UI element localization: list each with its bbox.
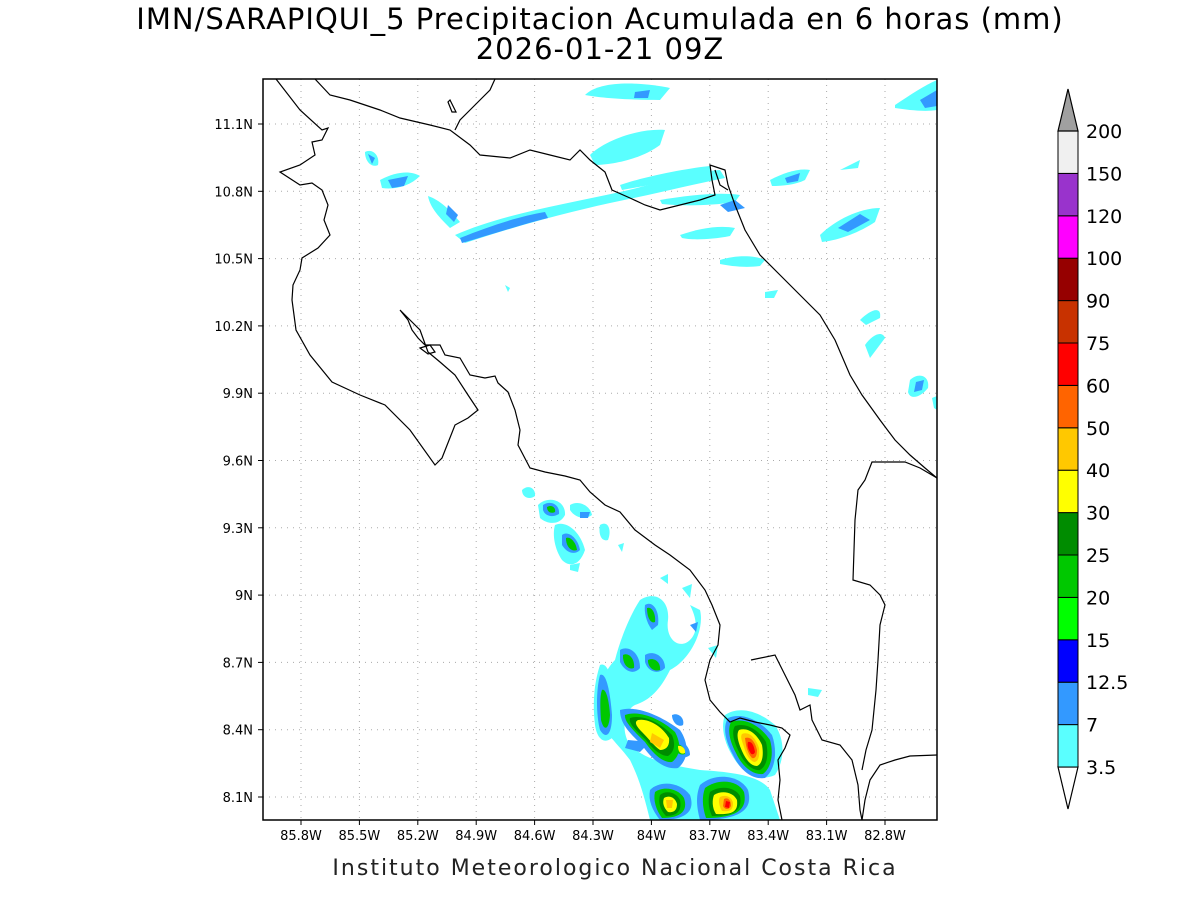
colorbar-swatch [1057, 257, 1079, 302]
colorbar-label: 3.5 [1086, 757, 1116, 779]
lon-label: 83.1W [806, 829, 848, 844]
lat-label: 8.7N [223, 656, 253, 671]
colorbar-swatch [1057, 554, 1079, 598]
lat-label: 9N [235, 589, 253, 604]
colorbar-swatch [1057, 384, 1079, 429]
colorbar-swatch [1057, 512, 1079, 556]
colorbar-swatch [1057, 469, 1079, 514]
rain-cluster-central [522, 487, 624, 572]
lat-label: 10.8N [214, 185, 253, 200]
colorbar-label: 7 [1086, 715, 1098, 737]
colorbar-upper-arrow [1057, 88, 1079, 132]
lat-label: 9.6N [223, 455, 253, 470]
colorbar-swatch [1057, 724, 1079, 768]
lon-label: 85.2W [397, 829, 439, 844]
lon-label: 85.5W [338, 829, 380, 844]
colorbar-lower-arrow [1057, 766, 1079, 810]
colorbar: 3.5 7 12.5 15 20 25 30 40 50 60 75 90 100 120 150 200 [1057, 88, 1128, 810]
colorbar-label: 15 [1086, 630, 1110, 652]
lat-label: 8.1N [223, 791, 253, 806]
lat-label: 9.3N [223, 522, 253, 537]
coastline [275, 79, 937, 820]
colorbar-label: 75 [1086, 333, 1110, 355]
latitude-labels: 11.1N 10.8N 10.5N 10.2N 9.9N 9.6N 9.3N 9N 8.7N 8.… [214, 118, 263, 806]
lon-label: 85.8W [280, 829, 322, 844]
colorbar-label: 200 [1086, 121, 1122, 143]
lat-label: 10.2N [214, 320, 253, 335]
lon-label: 84W [637, 829, 667, 844]
lat-label: 11.1N [214, 118, 253, 133]
colorbar-label: 30 [1086, 503, 1110, 525]
colorbar-label: 25 [1086, 545, 1110, 567]
colorbar-swatch [1057, 300, 1079, 344]
colorbar-label: 20 [1086, 587, 1110, 609]
lon-label: 84.6W [514, 829, 556, 844]
lat-label: 10.5N [214, 253, 253, 268]
colorbar-swatch [1057, 172, 1079, 217]
rain-cluster-south [593, 574, 783, 820]
lon-label: 84.3W [572, 829, 614, 844]
lat-label: 9.9N [223, 387, 253, 402]
colorbar-swatch [1057, 342, 1079, 386]
lat-label: 8.4N [223, 724, 253, 739]
longitude-labels: 85.8W 85.5W 85.2W 84.9W 84.6W 84.3W 84W 83.7W 83… [280, 820, 906, 844]
lon-label: 82.8W [864, 829, 906, 844]
colorbar-swatch [1057, 215, 1079, 259]
colorbar-label: 120 [1086, 206, 1122, 228]
precipitation-fields [365, 80, 937, 820]
colorbar-label: 50 [1086, 418, 1110, 440]
rain-band-north [365, 80, 937, 697]
lon-label: 83.4W [747, 829, 789, 844]
colorbar-label: 60 [1086, 375, 1110, 397]
colorbar-label: 12.5 [1086, 672, 1128, 694]
colorbar-swatch [1057, 130, 1079, 174]
colorbar-swatch [1057, 681, 1079, 726]
map-subtitle: 2026-01-21 09Z [475, 32, 725, 66]
colorbar-swatch [1057, 639, 1079, 683]
colorbar-swatch [1057, 427, 1079, 471]
colorbar-swatch [1057, 596, 1079, 641]
lon-label: 83.7W [689, 829, 731, 844]
colorbar-label: 90 [1086, 291, 1110, 313]
map-frame [262, 78, 938, 821]
lon-label: 84.9W [455, 829, 497, 844]
footer-credit: Instituto Meteorologico Nacional Costa R… [332, 856, 898, 881]
colorbar-label: 150 [1086, 163, 1122, 185]
colorbar-label: 40 [1086, 460, 1110, 482]
colorbar-label: 100 [1086, 248, 1122, 270]
map-title: IMN/SARAPIQUI_5 Precipitacion Acumulada … [136, 2, 1064, 36]
